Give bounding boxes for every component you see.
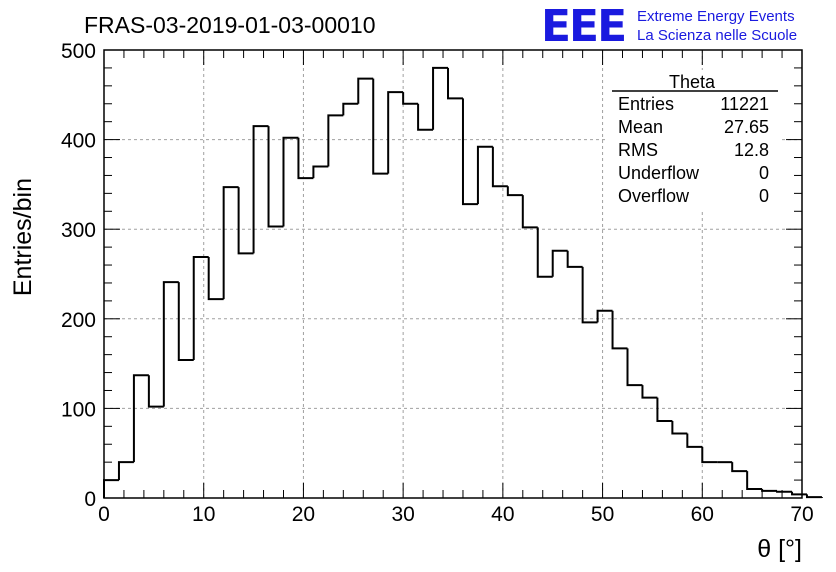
logo-line-1: Extreme Energy Events xyxy=(637,8,795,25)
stats-value: 0 xyxy=(759,186,769,206)
histogram-bin xyxy=(626,348,643,387)
histogram-bin xyxy=(656,397,673,422)
histogram-bin xyxy=(581,266,598,324)
histogram-bin xyxy=(761,489,778,492)
histogram-bin xyxy=(162,281,179,407)
histogram-bin xyxy=(147,375,164,408)
logo-line-2: La Scienza nelle Scuole xyxy=(637,27,797,44)
histogram-bin xyxy=(222,186,239,300)
histogram-bin xyxy=(476,145,493,205)
histogram-bin xyxy=(357,77,374,104)
y-tick-label: 200 xyxy=(61,309,96,332)
y-tick-label: 500 xyxy=(61,40,96,63)
stats-value: 12.8 xyxy=(734,140,769,160)
x-axis-label: θ [°] xyxy=(757,535,802,563)
histogram-bin xyxy=(746,471,763,491)
x-tick-label: 70 xyxy=(790,503,813,526)
stats-label: Underflow xyxy=(618,163,700,183)
stats-label: Entries xyxy=(618,94,674,114)
x-tick-label: 20 xyxy=(292,503,315,526)
histogram-bin xyxy=(252,125,269,254)
histogram-bin xyxy=(536,227,553,278)
histogram-bin xyxy=(192,255,209,361)
histogram-bin xyxy=(432,66,449,130)
stats-label: RMS xyxy=(618,140,658,160)
histogram-bin xyxy=(177,282,194,362)
chart-title: FRAS-03-2019-01-03-00010 xyxy=(84,12,376,38)
stats-value: 27.65 xyxy=(724,117,769,137)
histogram-bin xyxy=(506,186,523,197)
y-tick-label: 0 xyxy=(84,488,96,511)
x-tick-label: 30 xyxy=(391,503,414,526)
histogram-bin xyxy=(402,92,419,105)
histogram-bin xyxy=(805,494,822,499)
histogram-bin xyxy=(327,114,344,167)
histogram-bin xyxy=(791,491,807,496)
histogram-bin xyxy=(447,67,463,100)
histogram-bin xyxy=(551,249,568,277)
histogram-bin xyxy=(132,374,149,463)
histogram-bin xyxy=(282,136,299,227)
histogram-bin xyxy=(312,165,329,179)
histogram-bin xyxy=(207,256,224,301)
tick-labels: 0 10 20 30 40 50 60 70 0 100 200 300 400 500 xyxy=(61,40,814,526)
stats-box-frame xyxy=(608,70,780,211)
x-tick-label: 50 xyxy=(591,503,614,526)
stats-label: Mean xyxy=(618,117,663,137)
histogram-bin xyxy=(596,309,613,323)
plot-frame xyxy=(103,49,803,499)
histogram-bin xyxy=(641,385,658,399)
eee-logo: EEE xyxy=(541,1,625,52)
histogram-bin xyxy=(521,195,538,229)
histogram-bin xyxy=(461,98,478,206)
histogram-bin xyxy=(297,137,314,180)
y-tick-label: 300 xyxy=(61,219,96,242)
axis-ticks xyxy=(103,49,803,499)
y-tick-label: 400 xyxy=(61,130,96,153)
histogram-bin xyxy=(686,433,703,448)
histogram-bin xyxy=(611,310,628,350)
histogram-bin xyxy=(491,146,508,188)
y-axis-label: Entries/bin xyxy=(9,178,37,296)
histogram-bin xyxy=(671,420,688,435)
histogram-bin xyxy=(372,78,389,175)
x-tick-label: 10 xyxy=(192,503,215,526)
histogram-bars xyxy=(103,66,823,499)
y-tick-label: 100 xyxy=(61,398,96,421)
histogram-bin xyxy=(267,126,284,228)
histogram-bin xyxy=(117,461,134,481)
histogram-bin xyxy=(776,490,793,493)
histogram-bin xyxy=(237,187,254,255)
x-tick-label: 40 xyxy=(491,503,514,526)
histogram-bin xyxy=(566,250,583,268)
histogram-bin xyxy=(342,102,359,116)
histogram-bin xyxy=(731,462,748,473)
x-tick-label: 0 xyxy=(98,503,110,526)
x-tick-label: 60 xyxy=(691,503,714,526)
stats-box-title: Theta xyxy=(669,72,716,92)
histogram-bin xyxy=(417,103,434,131)
histogram-bin xyxy=(103,479,119,498)
histogram-bin xyxy=(701,446,718,464)
stats-value: 0 xyxy=(759,163,769,183)
stats-box: Theta Entries 11221 Mean 27.65 RMS 12.8 Underf… xyxy=(608,70,780,211)
stats-value: 11221 xyxy=(720,94,769,114)
stats-label: Overflow xyxy=(618,186,690,206)
histogram-bin xyxy=(387,91,404,174)
